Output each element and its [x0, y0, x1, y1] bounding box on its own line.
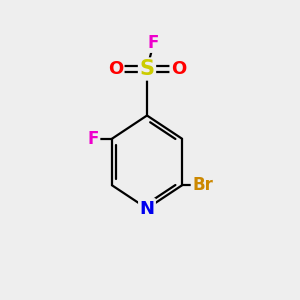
Text: S: S — [140, 59, 154, 79]
Text: O: O — [108, 60, 123, 78]
Text: F: F — [88, 130, 99, 148]
Text: Br: Br — [192, 176, 213, 194]
Text: O: O — [171, 60, 186, 78]
Text: F: F — [148, 34, 159, 52]
Text: N: N — [140, 200, 154, 217]
